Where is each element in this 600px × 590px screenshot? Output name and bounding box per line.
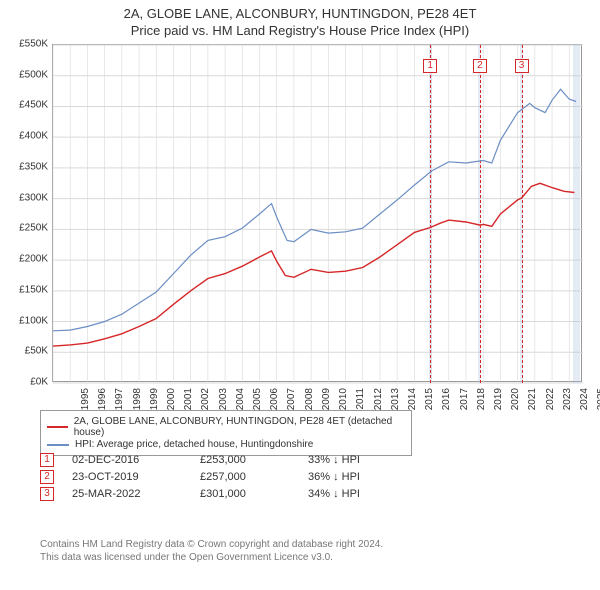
footer-line2: This data was licensed under the Open Go… bbox=[40, 551, 383, 564]
transaction-marker: 3 bbox=[40, 487, 54, 501]
y-axis-tick: £350K bbox=[8, 161, 48, 172]
arrow-down-icon: ↓ bbox=[333, 471, 339, 483]
y-axis-tick: £450K bbox=[8, 100, 48, 111]
x-axis-tick: 2019 bbox=[493, 388, 504, 418]
x-axis-tick: 2022 bbox=[545, 388, 556, 418]
legend-swatch bbox=[47, 426, 68, 428]
legend-item: 2A, GLOBE LANE, ALCONBURY, HUNTINGDON, P… bbox=[47, 416, 405, 438]
transaction-marker: 1 bbox=[40, 453, 54, 467]
y-axis-tick: £100K bbox=[8, 315, 48, 326]
legend-swatch bbox=[47, 444, 69, 446]
transaction-price: £253,000 bbox=[200, 454, 290, 466]
chart-plot-area: 1 2 3 bbox=[52, 44, 582, 382]
x-axis-tick: 2017 bbox=[459, 388, 470, 418]
transaction-delta: 36% ↓ HPI bbox=[308, 471, 360, 483]
x-axis-tick: 2020 bbox=[510, 388, 521, 418]
y-axis-tick: £0K bbox=[8, 377, 48, 388]
y-axis-tick: £500K bbox=[8, 69, 48, 80]
x-axis-tick: 2023 bbox=[562, 388, 573, 418]
x-axis-tick: 2018 bbox=[476, 388, 487, 418]
y-axis-tick: £150K bbox=[8, 284, 48, 295]
transaction-price: £301,000 bbox=[200, 488, 290, 500]
y-axis-tick: £50K bbox=[8, 346, 48, 357]
legend-item: HPI: Average price, detached house, Hunt… bbox=[47, 439, 405, 450]
transaction-date: 02-DEC-2016 bbox=[72, 454, 182, 466]
chart-title-line2: Price paid vs. HM Land Registry's House … bbox=[0, 23, 600, 38]
transaction-date: 25-MAR-2022 bbox=[72, 488, 182, 500]
transactions-table: 1 02-DEC-2016 £253,000 33% ↓ HPI 2 23-OCT-201… bbox=[40, 450, 360, 504]
y-axis-tick: £550K bbox=[8, 39, 48, 50]
x-axis-tick: 2025 bbox=[596, 388, 600, 418]
chart-footer: Contains HM Land Registry data © Crown c… bbox=[40, 538, 383, 564]
y-axis-tick: £200K bbox=[8, 254, 48, 265]
transaction-row: 2 23-OCT-2019 £257,000 36% ↓ HPI bbox=[40, 470, 360, 484]
legend-label: 2A, GLOBE LANE, ALCONBURY, HUNTINGDON, P… bbox=[74, 416, 405, 438]
transaction-date: 23-OCT-2019 bbox=[72, 471, 182, 483]
y-axis-tick: £400K bbox=[8, 131, 48, 142]
arrow-down-icon: ↓ bbox=[333, 488, 339, 500]
chart-title-line1: 2A, GLOBE LANE, ALCONBURY, HUNTINGDON, P… bbox=[0, 6, 600, 21]
transaction-price: £257,000 bbox=[200, 471, 290, 483]
arrow-down-icon: ↓ bbox=[333, 454, 339, 466]
series-hpi bbox=[53, 89, 576, 331]
x-axis-tick: 2024 bbox=[579, 388, 590, 418]
transaction-row: 3 25-MAR-2022 £301,000 34% ↓ HPI bbox=[40, 487, 360, 501]
transaction-delta: 34% ↓ HPI bbox=[308, 488, 360, 500]
series-property bbox=[53, 183, 574, 346]
x-axis-tick: 2015 bbox=[424, 388, 435, 418]
event-marker: 1 bbox=[423, 59, 437, 73]
transaction-marker: 2 bbox=[40, 470, 54, 484]
footer-line1: Contains HM Land Registry data © Crown c… bbox=[40, 538, 383, 551]
y-axis-tick: £300K bbox=[8, 192, 48, 203]
transaction-delta: 33% ↓ HPI bbox=[308, 454, 360, 466]
transaction-row: 1 02-DEC-2016 £253,000 33% ↓ HPI bbox=[40, 453, 360, 467]
x-axis-tick: 2016 bbox=[441, 388, 452, 418]
legend-label: HPI: Average price, detached house, Hunt… bbox=[75, 439, 313, 450]
y-axis-tick: £250K bbox=[8, 223, 48, 234]
x-axis-tick: 2021 bbox=[527, 388, 538, 418]
chart-lines bbox=[53, 45, 583, 383]
event-marker: 2 bbox=[473, 59, 487, 73]
event-marker: 3 bbox=[515, 59, 529, 73]
